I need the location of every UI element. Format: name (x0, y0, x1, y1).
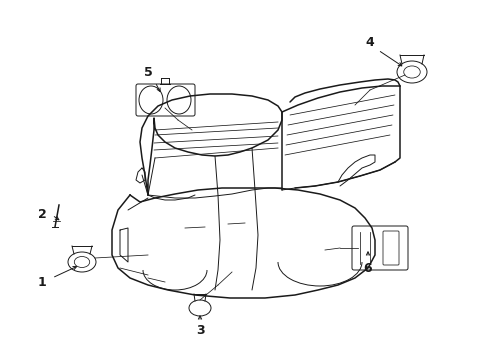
Text: 1: 1 (38, 275, 47, 288)
Text: 5: 5 (144, 66, 152, 78)
Text: 2: 2 (38, 208, 47, 221)
Text: 4: 4 (366, 36, 374, 49)
Text: 6: 6 (364, 261, 372, 274)
Text: 3: 3 (196, 324, 204, 337)
